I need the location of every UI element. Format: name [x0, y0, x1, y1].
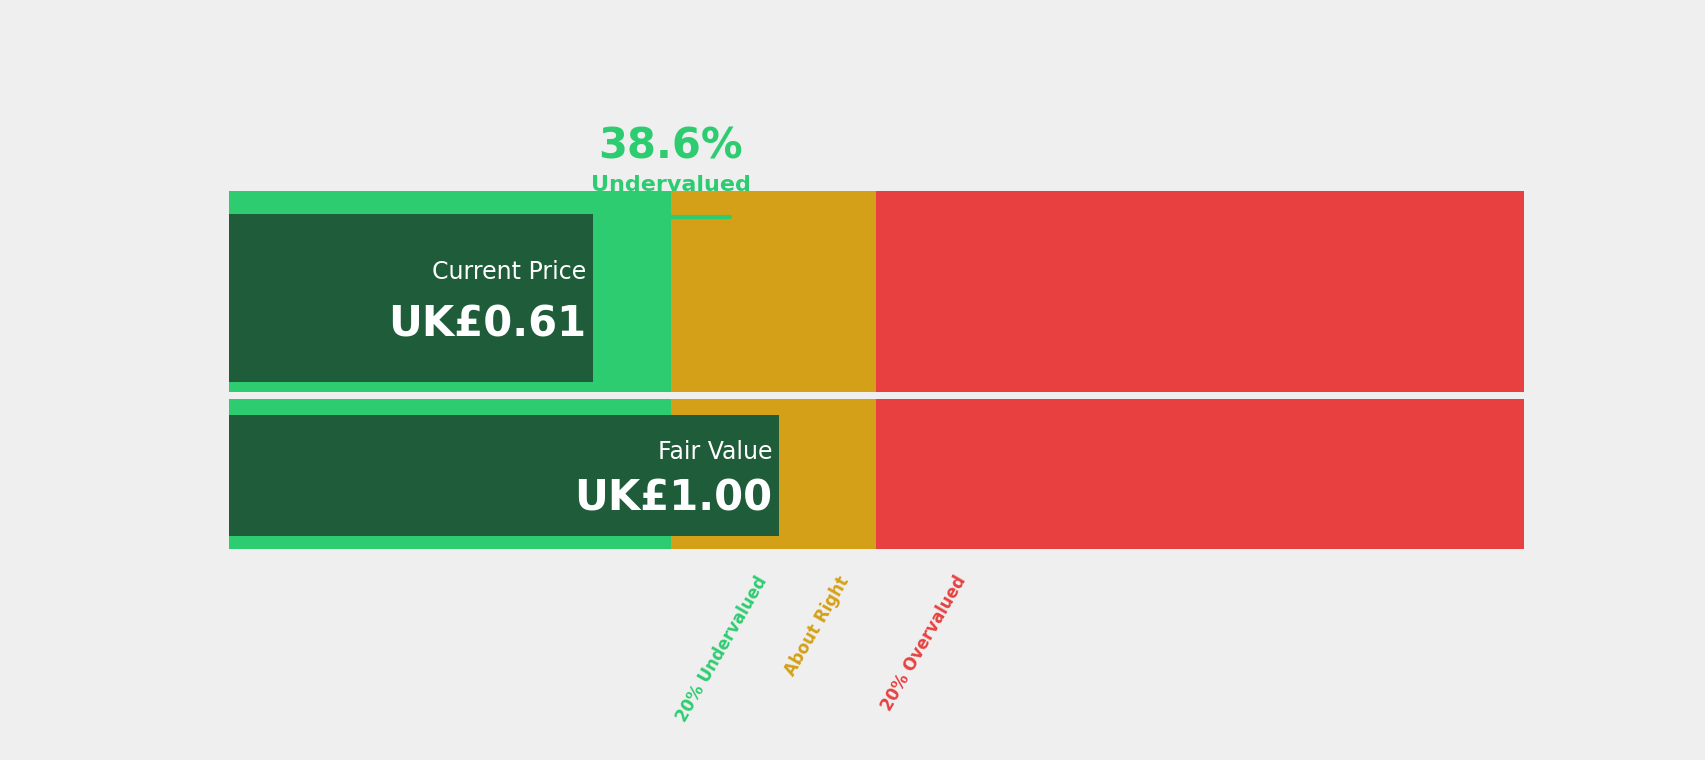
- Text: Fair Value: Fair Value: [658, 440, 772, 464]
- Text: 20% Overvalued: 20% Overvalued: [878, 573, 970, 714]
- Text: Current Price: Current Price: [431, 260, 587, 284]
- Bar: [228, 192, 670, 391]
- Bar: [779, 192, 875, 391]
- Bar: [670, 399, 779, 549]
- Text: 38.6%: 38.6%: [598, 126, 743, 168]
- Text: Undervalued: Undervalued: [590, 175, 750, 195]
- Bar: [875, 399, 1523, 549]
- Bar: [670, 192, 779, 391]
- Bar: [228, 214, 592, 382]
- Bar: [875, 192, 1523, 391]
- Bar: [779, 399, 875, 549]
- Bar: [228, 399, 670, 549]
- Text: 20% Undervalued: 20% Undervalued: [673, 573, 771, 724]
- Text: About Right: About Right: [781, 573, 852, 679]
- Text: UK£1.00: UK£1.00: [575, 478, 772, 520]
- Text: UK£0.61: UK£0.61: [387, 304, 587, 346]
- Bar: [228, 415, 779, 537]
